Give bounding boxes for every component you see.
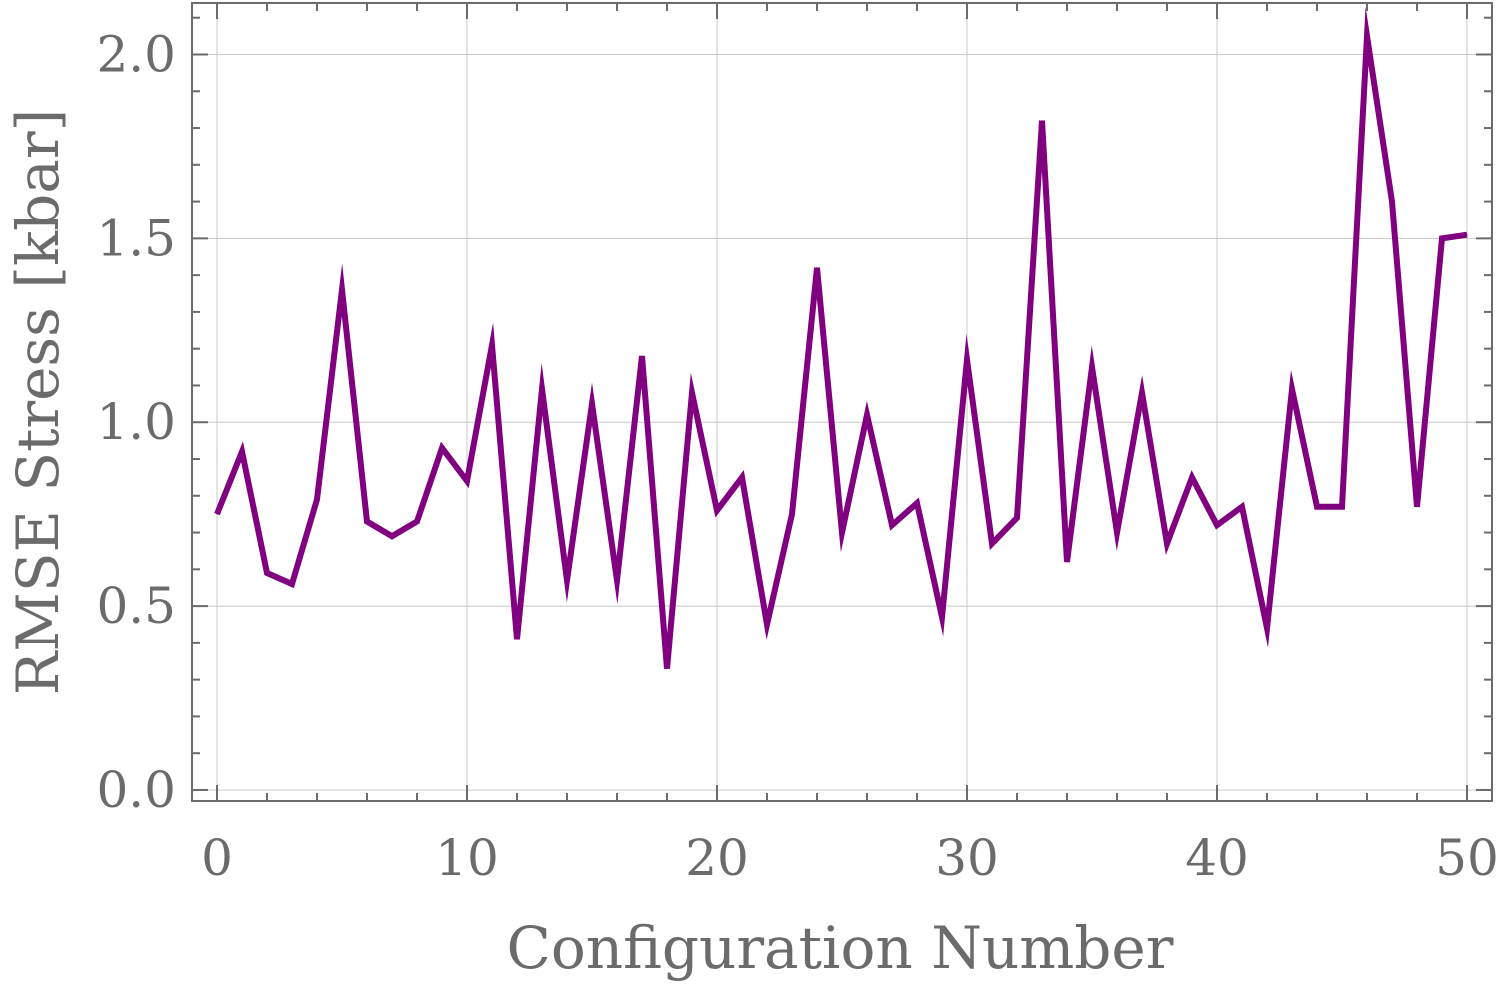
data-point xyxy=(292,584,293,585)
data-point xyxy=(517,639,518,640)
data-point xyxy=(992,543,993,544)
x-tick-label: 10 xyxy=(435,829,499,887)
series-line-rmse-stress xyxy=(217,36,1467,669)
y-axis-title: RMSE Stress [kbar] xyxy=(4,109,72,695)
data-point xyxy=(1167,543,1168,544)
data-point xyxy=(942,617,943,618)
x-tick-label: 30 xyxy=(935,829,999,887)
data-point xyxy=(1317,506,1318,507)
data-point xyxy=(1092,367,1093,368)
x-tick-label: 0 xyxy=(201,829,233,887)
data-point xyxy=(817,267,818,268)
data-point xyxy=(392,536,393,537)
data-point xyxy=(1192,477,1193,478)
data-point xyxy=(617,580,618,581)
y-tick-label: 1.5 xyxy=(96,209,176,267)
data-point xyxy=(1367,36,1368,37)
data-point xyxy=(742,477,743,478)
data-point xyxy=(1392,201,1393,202)
data-point xyxy=(917,503,918,504)
data-point xyxy=(642,356,643,357)
data-point xyxy=(317,499,318,500)
data-point xyxy=(692,392,693,393)
data-point xyxy=(467,481,468,482)
data-point xyxy=(592,403,593,404)
data-point xyxy=(1467,234,1468,235)
data-point xyxy=(1417,506,1418,507)
data-point xyxy=(442,447,443,448)
series-layer xyxy=(217,36,1468,670)
data-point xyxy=(367,521,368,522)
data-point xyxy=(1292,389,1293,390)
data-point xyxy=(542,389,543,390)
x-axis-title: Configuration Number xyxy=(507,914,1174,982)
data-point xyxy=(217,514,218,515)
y-tick-label: 1.0 xyxy=(96,393,176,451)
data-point xyxy=(1342,506,1343,507)
data-point xyxy=(1067,561,1068,562)
y-tick-label: 0.0 xyxy=(96,761,176,819)
y-tick-label: 0.5 xyxy=(96,577,176,635)
data-point xyxy=(1442,238,1443,239)
data-point xyxy=(767,624,768,625)
data-point xyxy=(1042,120,1043,121)
data-point xyxy=(892,525,893,526)
data-point xyxy=(867,414,868,415)
data-point xyxy=(492,345,493,346)
data-point xyxy=(242,451,243,452)
data-point xyxy=(1267,628,1268,629)
data-point xyxy=(267,573,268,574)
data-point xyxy=(717,510,718,511)
data-point xyxy=(342,289,343,290)
data-point xyxy=(667,668,668,669)
x-tick-label: 50 xyxy=(1435,829,1499,887)
data-point xyxy=(1142,392,1143,393)
x-tick-label: 40 xyxy=(1185,829,1249,887)
data-point xyxy=(967,359,968,360)
data-point xyxy=(842,532,843,533)
data-point xyxy=(417,521,418,522)
data-point xyxy=(1217,525,1218,526)
data-point xyxy=(792,514,793,515)
data-point xyxy=(1242,506,1243,507)
data-point xyxy=(1117,532,1118,533)
data-point xyxy=(567,580,568,581)
y-tick-label: 2.0 xyxy=(96,25,176,83)
data-point xyxy=(1017,517,1018,518)
x-tick-label: 20 xyxy=(685,829,749,887)
